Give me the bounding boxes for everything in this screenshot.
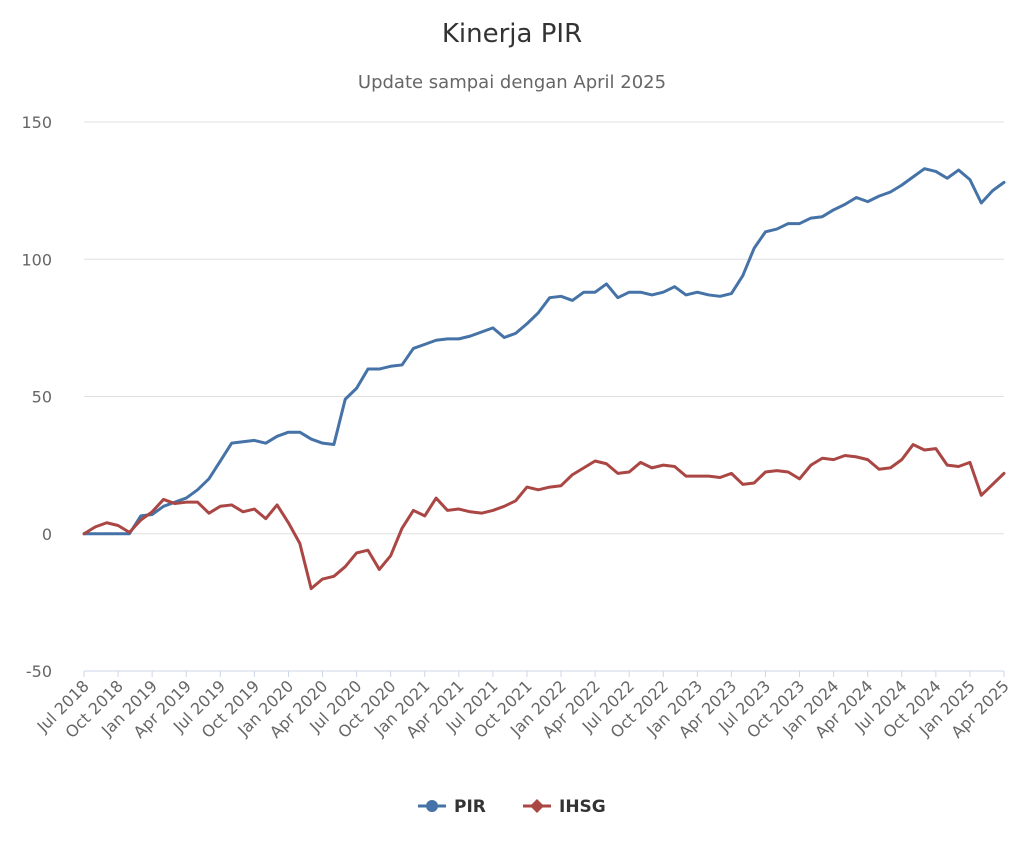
legend-diamond-marker [530,799,544,813]
legend-label: IHSG [559,797,606,817]
series-lines [82,167,1006,591]
grid-lines [84,121,1004,672]
y-tick-label: 100 [21,250,52,269]
legend-item-pir[interactable]: PIR [418,797,486,817]
y-tick-label: 150 [21,113,52,132]
y-axis-ticks: -50 0 50 100 150 [21,113,52,681]
chart-title: Kinerja PIR [442,19,582,49]
legend-label: PIR [454,797,486,817]
series-line-ihsg[interactable] [82,443,1006,591]
y-tick-label: -50 [26,662,52,681]
legend-item-ihsg[interactable]: IHSG [523,797,606,817]
series-line-pir[interactable] [82,167,1006,536]
legend-circle-marker [426,800,438,812]
y-tick-label: 0 [42,525,52,544]
y-tick-label: 50 [32,388,52,407]
legend[interactable]: PIR IHSG [418,797,606,817]
chart-subtitle: Update sampai dengan April 2025 [358,72,666,93]
